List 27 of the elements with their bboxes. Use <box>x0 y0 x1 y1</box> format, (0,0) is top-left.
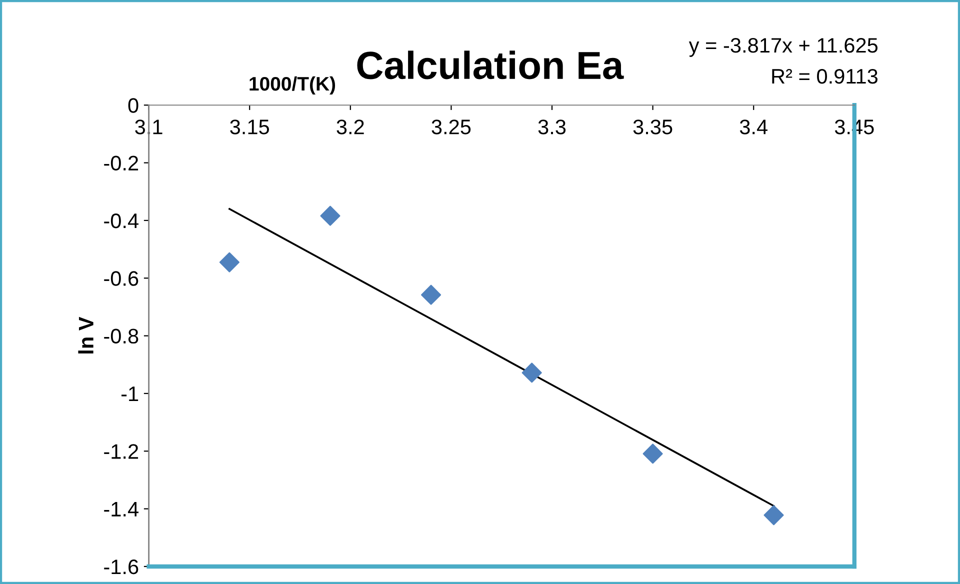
x-tick-label: 3.4 <box>740 120 768 134</box>
y-tick-label: -1 <box>121 386 138 402</box>
x-axis-title: 1000/T(K) <box>250 76 336 95</box>
x-tick-label: 3.1 <box>135 120 162 134</box>
x-tick-label: 3.25 <box>432 120 471 134</box>
y-tick-label: -0.4 <box>104 213 138 228</box>
x-tick-label: 3.3 <box>538 120 566 134</box>
point <box>219 252 240 272</box>
text: R² = 0.9113 <box>772 68 878 84</box>
point <box>642 444 663 464</box>
point <box>522 362 542 383</box>
x-tick-label: 3.2 <box>336 120 364 134</box>
chart-title: Calculation Ea <box>357 50 624 80</box>
point <box>320 206 340 226</box>
y-tick-label: 0 <box>128 98 138 113</box>
y-tick-label: -1.4 <box>104 502 138 516</box>
y-axis-title: ln V <box>78 316 94 354</box>
y-tick-label: -0.6 <box>104 271 138 286</box>
y-tick-label: -0.8 <box>104 328 138 344</box>
point <box>764 505 784 526</box>
y-tick-label: -1.6 <box>104 559 138 574</box>
x-tick-label: 3.35 <box>633 120 672 134</box>
y-tick-label: -0.2 <box>104 156 138 171</box>
x-tick-label: 3.15 <box>230 120 269 134</box>
point <box>421 284 442 305</box>
text: y = -3.817x + 11.625 <box>688 38 878 57</box>
y-tick-label: -1.2 <box>104 444 138 459</box>
